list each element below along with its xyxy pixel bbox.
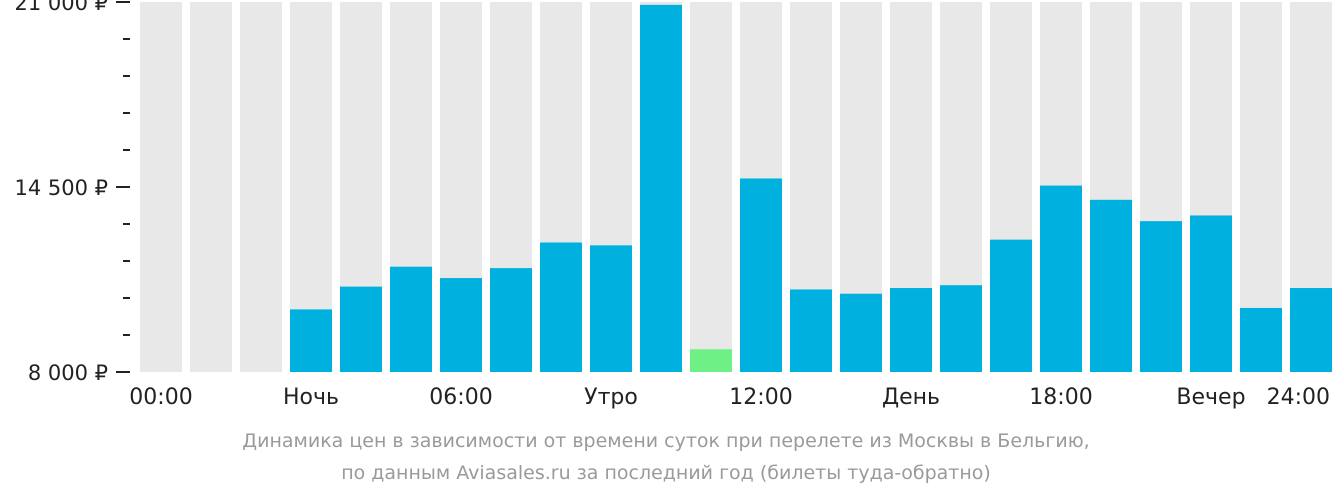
price-bar-0400[interactable] [340, 286, 382, 372]
x-tick-label: 12:00 [729, 385, 792, 410]
background-bar-0000 [140, 2, 182, 372]
price-bar-0600[interactable] [440, 278, 482, 372]
y-tick-label: 8 000 ₽ [28, 361, 108, 385]
price-bar-0300[interactable] [290, 309, 332, 372]
price-bar-1700[interactable] [990, 239, 1032, 372]
chart-caption-line-2: по данным Aviasales.ru за последний год … [341, 462, 991, 484]
price-bar-2000[interactable] [1140, 221, 1182, 372]
price-bar-1900[interactable] [1090, 199, 1132, 372]
x-tick-label: День [882, 385, 940, 410]
price-bar-1200[interactable] [740, 178, 782, 372]
x-tick-label: 00:00 [129, 385, 192, 410]
price-bar-1400[interactable] [840, 293, 882, 372]
price-bar-1300[interactable] [790, 289, 832, 372]
x-tick-label: 06:00 [429, 385, 492, 410]
background-bar-1100 [690, 2, 732, 372]
x-axis: 00:00 Ночь 06:00 Утро 12:00 День 18:00 Вечер 24:… [129, 385, 1330, 410]
y-tick-label: 21 000 ₽ [14, 0, 108, 15]
x-tick-label: Вечер [1176, 385, 1245, 410]
background-bar-0200 [240, 2, 282, 372]
min-price-bar-1100[interactable] [690, 349, 732, 372]
price-bar-0700[interactable] [490, 268, 532, 372]
x-tick-label: Ночь [283, 385, 339, 410]
x-tick-label: 18:00 [1029, 385, 1092, 410]
x-tick-label: Утро [584, 385, 638, 410]
price-bars [290, 4, 1332, 373]
price-bar-0900[interactable] [590, 245, 632, 372]
price-bar-1000[interactable] [640, 4, 682, 372]
price-bar-2200[interactable] [1240, 307, 1282, 372]
y-axis: 21 000 ₽ 14 500 ₽ 8 000 ₽ [14, 0, 130, 385]
background-bar-0100 [190, 2, 232, 372]
price-bar-1600[interactable] [940, 285, 982, 372]
price-bar-1500[interactable] [890, 288, 932, 372]
price-bar-2300[interactable] [1290, 288, 1332, 372]
price-bar-1800[interactable] [1040, 185, 1082, 372]
chart-caption-line-1: Динамика цен в зависимости от времени су… [242, 430, 1090, 452]
price-bar-0500[interactable] [390, 266, 432, 372]
price-bar-2100[interactable] [1190, 215, 1232, 372]
price-bar-0800[interactable] [540, 242, 582, 373]
y-tick-label: 14 500 ₽ [14, 176, 108, 200]
x-tick-label: 24:00 [1267, 385, 1330, 410]
